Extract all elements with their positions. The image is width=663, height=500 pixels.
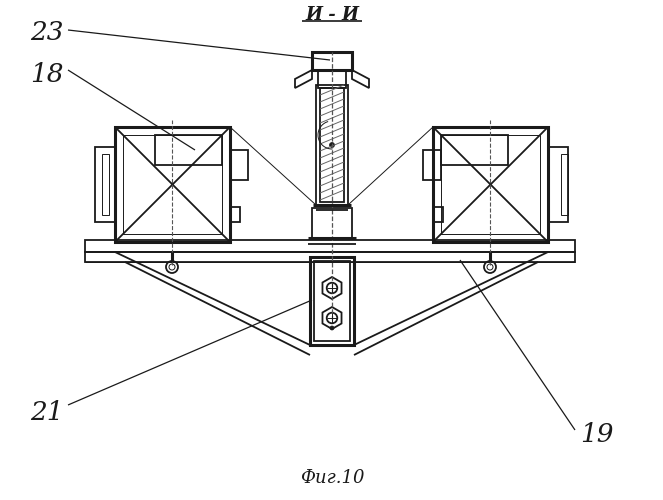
Bar <box>314 261 350 341</box>
Bar <box>85 240 575 252</box>
Bar <box>320 88 344 202</box>
Circle shape <box>330 326 334 330</box>
Bar <box>312 52 352 70</box>
Bar <box>318 70 346 88</box>
Bar <box>102 154 109 215</box>
Text: 21: 21 <box>30 400 64 424</box>
Text: 23: 23 <box>30 20 64 46</box>
Bar <box>310 257 354 345</box>
Bar <box>441 135 508 165</box>
Bar <box>230 207 240 222</box>
Text: 19: 19 <box>580 422 613 448</box>
Bar <box>548 147 568 222</box>
Text: И - И: И - И <box>305 6 359 24</box>
Bar <box>561 154 568 215</box>
Bar <box>85 252 575 262</box>
Bar <box>423 150 441 180</box>
Text: 18: 18 <box>30 62 64 88</box>
Bar <box>155 135 222 165</box>
Bar <box>433 207 443 222</box>
Bar <box>312 208 352 238</box>
Text: Фиг.10: Фиг.10 <box>300 469 364 487</box>
Bar <box>95 147 115 222</box>
Circle shape <box>330 142 335 148</box>
Bar <box>230 150 248 180</box>
Bar <box>316 85 348 205</box>
